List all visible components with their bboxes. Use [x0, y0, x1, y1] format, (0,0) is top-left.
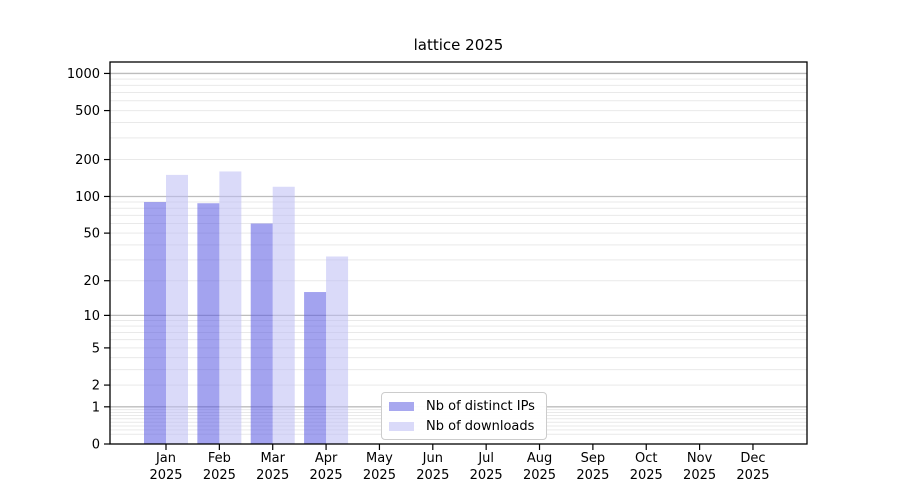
x-tick-label: May 2025 — [363, 451, 396, 483]
bar-downloads-feb — [219, 171, 242, 444]
bar-downloads-jan — [166, 174, 188, 444]
y-tick-label: 200 — [75, 153, 100, 168]
bar-distinct-ips-feb — [197, 203, 220, 444]
plot-border — [109, 61, 808, 445]
bar-downloads-apr — [326, 256, 349, 444]
bar-downloads-mar — [272, 186, 295, 444]
legend-box: Nb of distinct IPs Nb of downloads — [381, 392, 547, 440]
x-tick-label: Sep 2025 — [576, 451, 609, 483]
bar-distinct-ips-mar — [250, 223, 273, 444]
y-tick-label: 0 — [92, 438, 100, 453]
bar-distinct-ips-jan — [144, 202, 166, 444]
x-tick-label: Nov 2025 — [683, 451, 716, 483]
chart-title: lattice 2025 — [413, 36, 504, 54]
y-tick-label: 10 — [83, 309, 100, 324]
x-tick-label: Aug 2025 — [523, 451, 556, 483]
x-tick-label: Apr 2025 — [310, 451, 343, 483]
x-tick-label: Mar 2025 — [256, 451, 289, 483]
x-tick-label: Jan 2025 — [149, 451, 182, 483]
x-tick-label: Jun 2025 — [416, 451, 449, 483]
distinct-ips-swatch-icon — [389, 401, 414, 411]
bar-distinct-ips-apr — [304, 292, 327, 444]
legend-label: Nb of distinct IPs — [426, 398, 535, 414]
y-tick-label: 20 — [83, 274, 100, 289]
x-tick-label: Oct 2025 — [630, 451, 663, 483]
legend-item-downloads: Nb of downloads — [382, 416, 546, 436]
y-tick-label: 2 — [92, 379, 100, 394]
legend-label: Nb of downloads — [426, 418, 535, 434]
x-tick-label: Jul 2025 — [470, 451, 503, 483]
y-tick-label: 100 — [75, 190, 100, 205]
x-tick-label: Dec 2025 — [736, 451, 769, 483]
y-tick-label: 5 — [92, 341, 100, 356]
y-tick-label: 1000 — [67, 67, 100, 82]
y-tick-label: 1 — [92, 400, 100, 415]
x-tick-label: Feb 2025 — [203, 451, 236, 483]
y-tick-label: 50 — [83, 227, 100, 242]
legend-item-distinct-ips: Nb of distinct IPs — [382, 396, 546, 416]
downloads-swatch-icon — [389, 421, 414, 431]
y-tick-label: 500 — [75, 104, 100, 119]
